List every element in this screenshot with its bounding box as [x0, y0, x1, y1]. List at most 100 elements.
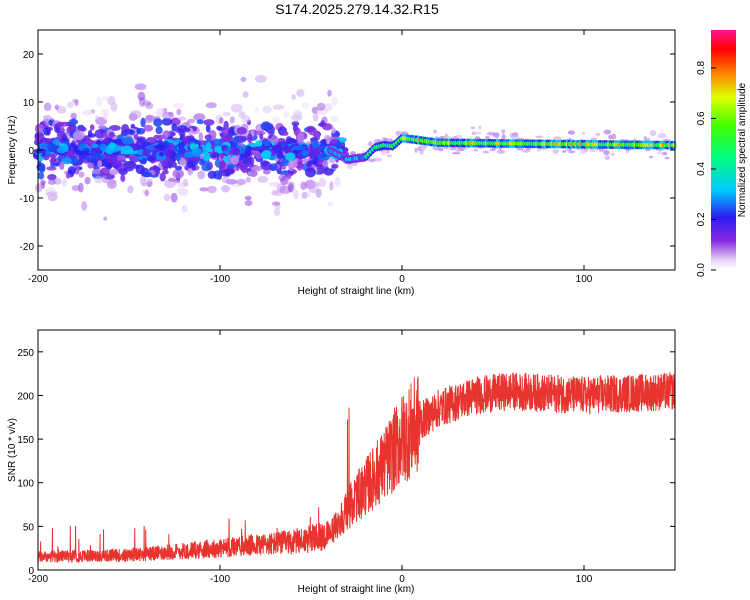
heatmap-cell [130, 110, 142, 119]
heatmap-cell [219, 160, 226, 169]
heatmap-cell [87, 133, 96, 138]
heatmap-cell [193, 113, 206, 121]
snr-x-tick-label: -100 [210, 574, 230, 585]
heatmap-cell [56, 121, 64, 127]
heatmap-cell [192, 147, 202, 158]
heatmap-cell [292, 149, 300, 154]
heatmap-cell [414, 147, 418, 153]
heatmap-cell [317, 153, 324, 159]
heatmap-cell [478, 125, 482, 129]
heatmap-cell [219, 117, 224, 124]
heatmap-cell [272, 144, 283, 154]
heatmap-cell [312, 112, 319, 122]
colorbar-tick-label: 0.6 [696, 111, 707, 125]
heatmap-cell [227, 128, 233, 135]
heatmap-cell [419, 149, 424, 155]
heatmap-cell [104, 153, 118, 164]
heatmap-cell [595, 132, 601, 136]
heatmap-cell [433, 129, 437, 134]
heatmap-cell [316, 159, 323, 166]
heatmap-cell [260, 161, 272, 171]
heatmap-cell [649, 155, 653, 159]
heatmap-cell [301, 149, 309, 157]
heatmap-cell [238, 111, 246, 119]
heatmap-cell [147, 155, 155, 162]
heatmap-cell [276, 151, 284, 160]
heatmap-cell [183, 151, 195, 159]
heatmap-cell [608, 134, 613, 140]
heatmap-cell [74, 99, 79, 106]
heatmap-cell [242, 157, 249, 165]
heatmap-cell [552, 149, 559, 154]
heatmap-cell [98, 125, 107, 130]
heatmap-cell [123, 160, 129, 167]
heatmap-cell [255, 140, 263, 147]
heatmap-cell [202, 151, 211, 162]
spectrogram-y-tick-label: -10 [20, 194, 35, 205]
heatmap-cell [108, 169, 119, 176]
heatmap-cell [301, 191, 308, 199]
heatmap-cell [535, 135, 544, 138]
heatmap-cell [43, 127, 50, 136]
heatmap-cell [259, 133, 264, 140]
colorbar-tick-label: 0.0 [696, 263, 707, 277]
heatmap-cell [380, 150, 387, 156]
heatmap-cell [70, 112, 77, 120]
colorbar-tick-label: 0.8 [696, 61, 707, 75]
heatmap-cell [207, 170, 217, 179]
heatmap-cell [222, 111, 231, 117]
heatmap-cell [283, 111, 290, 119]
snr-series-line [37, 372, 676, 564]
heatmap-cell [603, 129, 612, 135]
heatmap-cell [331, 127, 336, 134]
heatmap-cell [331, 96, 338, 106]
heatmap-cell [155, 126, 163, 135]
heatmap-cell [34, 123, 45, 134]
spectrogram-y-label: Frequency (Hz) [7, 116, 18, 185]
heatmap-cell [327, 89, 332, 97]
heatmap-cell [230, 103, 243, 113]
heatmap-cell [449, 147, 457, 151]
heatmap-cell [310, 146, 320, 155]
heatmap-cell [204, 134, 212, 140]
heatmap-cell [280, 176, 289, 186]
heatmap-cell [142, 148, 151, 157]
heatmap-cell [496, 149, 506, 154]
spectrogram-y-ticks: -20 -10 0 10 20 [20, 50, 675, 253]
heatmap-cell [33, 148, 47, 154]
heatmap-cell [108, 131, 116, 138]
heatmap-cell [46, 166, 57, 171]
heatmap-cell [223, 120, 229, 131]
heatmap-cell [263, 140, 271, 147]
heatmap-cell [330, 116, 339, 122]
heatmap-cell [61, 157, 72, 165]
heatmap-cell [89, 124, 95, 131]
heatmap-cell [159, 172, 166, 182]
heatmap-cell [567, 130, 576, 135]
heatmap-cell [67, 166, 77, 175]
heatmap-cell [244, 200, 253, 206]
heatmap-cell [322, 123, 333, 131]
heatmap-cell [123, 166, 134, 172]
heatmap-cell [38, 155, 44, 162]
heatmap-cell [172, 102, 185, 109]
heatmap-cell [489, 148, 496, 152]
heatmap-cell [293, 110, 302, 120]
heatmap-cell [349, 151, 356, 156]
spectrogram-x-tick-label: -100 [210, 274, 230, 285]
snr-y-tick-label: 100 [17, 479, 34, 490]
heatmap-cell [396, 131, 400, 135]
heatmap-cell [163, 193, 171, 202]
heatmap-cell [288, 160, 298, 169]
heatmap-cell [236, 178, 247, 186]
heatmap-cell [143, 124, 153, 132]
snr-x-ticks: -200 -100 0 100 [28, 330, 593, 585]
heatmap-cell [187, 118, 196, 124]
spectrogram-x-label: Height of straight line (km) [298, 286, 415, 297]
heatmap-cell [579, 149, 587, 155]
heatmap-cell [322, 159, 329, 168]
spectrogram-x-tick-label: 100 [576, 274, 593, 285]
heatmap-cell [144, 114, 154, 124]
